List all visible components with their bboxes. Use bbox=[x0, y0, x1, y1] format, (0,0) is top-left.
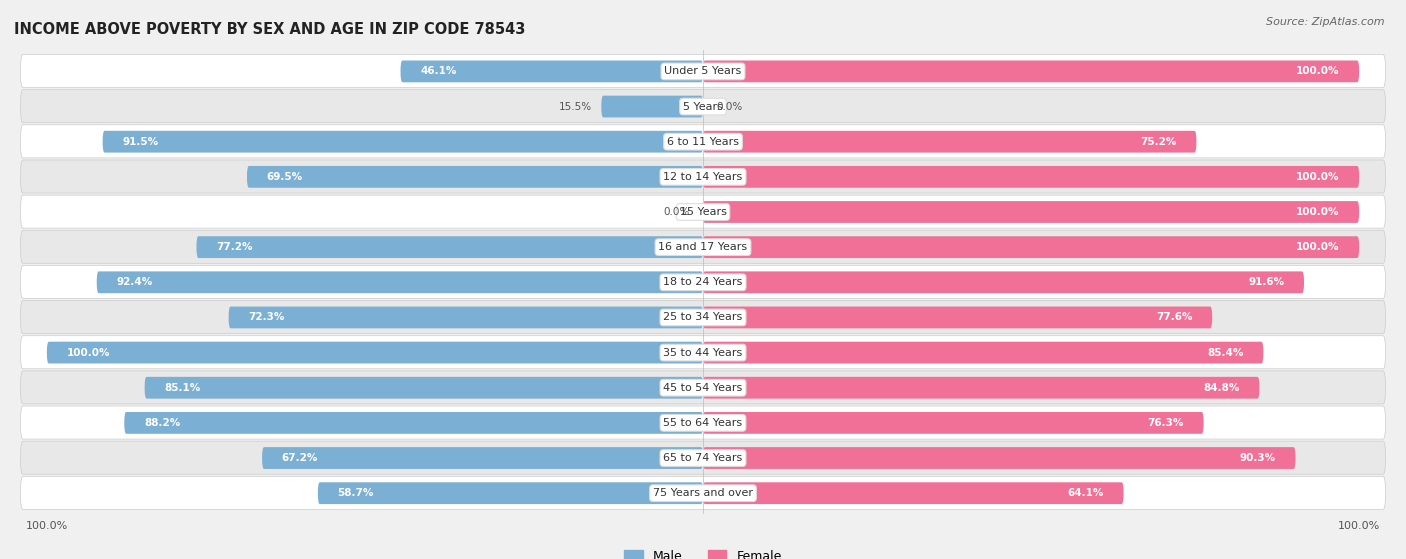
Text: 100.0%: 100.0% bbox=[1296, 172, 1340, 182]
Text: 75.2%: 75.2% bbox=[1140, 137, 1177, 146]
Text: 100.0%: 100.0% bbox=[1296, 207, 1340, 217]
FancyBboxPatch shape bbox=[703, 60, 1360, 82]
Text: 15 Years: 15 Years bbox=[679, 207, 727, 217]
FancyBboxPatch shape bbox=[21, 476, 1385, 509]
Text: 46.1%: 46.1% bbox=[420, 67, 457, 77]
Text: 91.5%: 91.5% bbox=[122, 137, 159, 146]
Text: 76.3%: 76.3% bbox=[1147, 418, 1184, 428]
FancyBboxPatch shape bbox=[21, 301, 1385, 334]
FancyBboxPatch shape bbox=[21, 160, 1385, 193]
FancyBboxPatch shape bbox=[21, 55, 1385, 88]
FancyBboxPatch shape bbox=[21, 125, 1385, 158]
Text: 6 to 11 Years: 6 to 11 Years bbox=[666, 137, 740, 146]
FancyBboxPatch shape bbox=[103, 131, 703, 153]
Text: 92.4%: 92.4% bbox=[117, 277, 153, 287]
Text: 100.0%: 100.0% bbox=[66, 348, 110, 358]
Text: Under 5 Years: Under 5 Years bbox=[665, 67, 741, 77]
FancyBboxPatch shape bbox=[21, 371, 1385, 404]
Text: 85.4%: 85.4% bbox=[1208, 348, 1244, 358]
FancyBboxPatch shape bbox=[703, 377, 1260, 399]
Text: 12 to 14 Years: 12 to 14 Years bbox=[664, 172, 742, 182]
Text: 67.2%: 67.2% bbox=[281, 453, 318, 463]
Text: 25 to 34 Years: 25 to 34 Years bbox=[664, 312, 742, 323]
FancyBboxPatch shape bbox=[21, 266, 1385, 299]
Text: 58.7%: 58.7% bbox=[337, 488, 374, 498]
FancyBboxPatch shape bbox=[21, 89, 1385, 123]
Text: 85.1%: 85.1% bbox=[165, 383, 201, 393]
Text: 77.2%: 77.2% bbox=[217, 242, 253, 252]
FancyBboxPatch shape bbox=[21, 406, 1385, 439]
Text: 84.8%: 84.8% bbox=[1204, 383, 1240, 393]
FancyBboxPatch shape bbox=[46, 342, 703, 363]
Text: 35 to 44 Years: 35 to 44 Years bbox=[664, 348, 742, 358]
Text: 90.3%: 90.3% bbox=[1240, 453, 1275, 463]
FancyBboxPatch shape bbox=[703, 166, 1360, 188]
FancyBboxPatch shape bbox=[703, 342, 1264, 363]
Text: 16 and 17 Years: 16 and 17 Years bbox=[658, 242, 748, 252]
FancyBboxPatch shape bbox=[703, 272, 1303, 293]
Text: 18 to 24 Years: 18 to 24 Years bbox=[664, 277, 742, 287]
FancyBboxPatch shape bbox=[97, 272, 703, 293]
FancyBboxPatch shape bbox=[21, 230, 1385, 263]
Text: 64.1%: 64.1% bbox=[1067, 488, 1104, 498]
FancyBboxPatch shape bbox=[197, 236, 703, 258]
Text: INCOME ABOVE POVERTY BY SEX AND AGE IN ZIP CODE 78543: INCOME ABOVE POVERTY BY SEX AND AGE IN Z… bbox=[14, 22, 526, 37]
FancyBboxPatch shape bbox=[703, 201, 1360, 223]
Text: 72.3%: 72.3% bbox=[249, 312, 284, 323]
Text: Source: ZipAtlas.com: Source: ZipAtlas.com bbox=[1267, 17, 1385, 27]
Text: 91.6%: 91.6% bbox=[1249, 277, 1284, 287]
Text: 15.5%: 15.5% bbox=[558, 102, 592, 112]
FancyBboxPatch shape bbox=[318, 482, 703, 504]
Text: 65 to 74 Years: 65 to 74 Years bbox=[664, 453, 742, 463]
FancyBboxPatch shape bbox=[703, 412, 1204, 434]
FancyBboxPatch shape bbox=[703, 482, 1123, 504]
FancyBboxPatch shape bbox=[703, 447, 1295, 469]
Text: 75 Years and over: 75 Years and over bbox=[652, 488, 754, 498]
Text: 100.0%: 100.0% bbox=[1296, 67, 1340, 77]
FancyBboxPatch shape bbox=[703, 306, 1212, 328]
FancyBboxPatch shape bbox=[21, 195, 1385, 228]
Legend: Male, Female: Male, Female bbox=[619, 544, 787, 559]
Text: 55 to 64 Years: 55 to 64 Years bbox=[664, 418, 742, 428]
Text: 0.0%: 0.0% bbox=[716, 102, 742, 112]
Text: 45 to 54 Years: 45 to 54 Years bbox=[664, 383, 742, 393]
FancyBboxPatch shape bbox=[703, 131, 1197, 153]
FancyBboxPatch shape bbox=[703, 236, 1360, 258]
FancyBboxPatch shape bbox=[602, 96, 703, 117]
Text: 0.0%: 0.0% bbox=[664, 207, 690, 217]
Text: 88.2%: 88.2% bbox=[143, 418, 180, 428]
FancyBboxPatch shape bbox=[401, 60, 703, 82]
FancyBboxPatch shape bbox=[145, 377, 703, 399]
Text: 5 Years: 5 Years bbox=[683, 102, 723, 112]
FancyBboxPatch shape bbox=[21, 336, 1385, 369]
Text: 100.0%: 100.0% bbox=[1296, 242, 1340, 252]
FancyBboxPatch shape bbox=[21, 441, 1385, 474]
FancyBboxPatch shape bbox=[262, 447, 703, 469]
FancyBboxPatch shape bbox=[229, 306, 703, 328]
Text: 77.6%: 77.6% bbox=[1156, 312, 1192, 323]
FancyBboxPatch shape bbox=[124, 412, 703, 434]
Text: 69.5%: 69.5% bbox=[267, 172, 302, 182]
FancyBboxPatch shape bbox=[247, 166, 703, 188]
